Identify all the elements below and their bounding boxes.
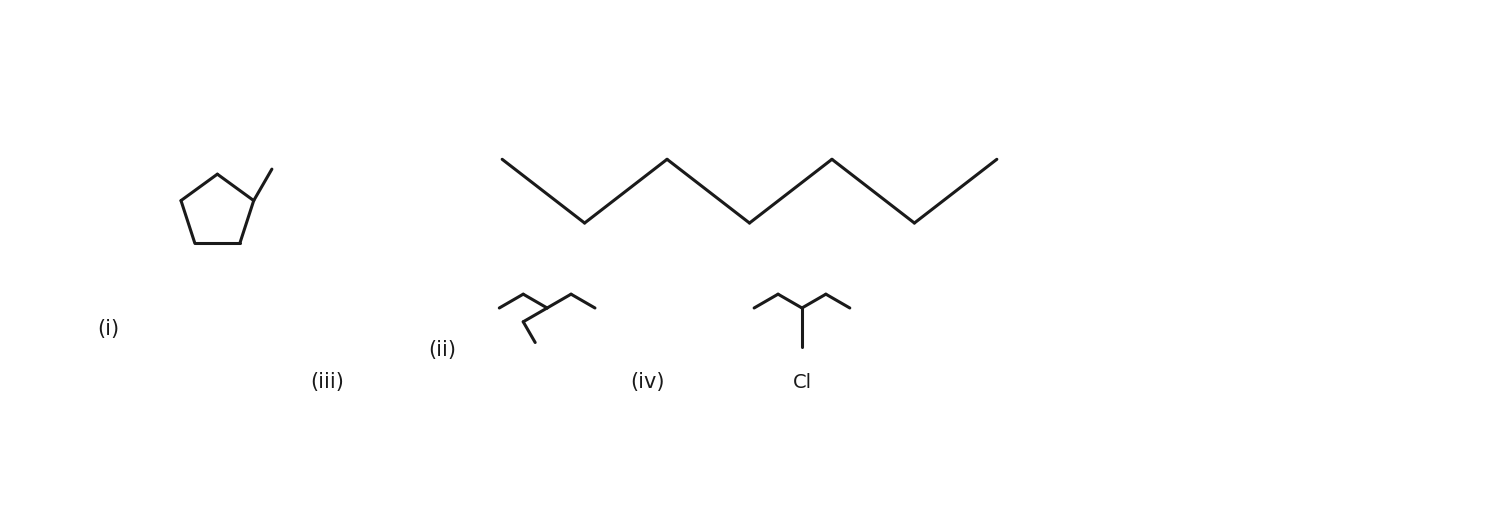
Text: (iii): (iii) <box>310 372 343 392</box>
Text: (i): (i) <box>97 319 118 339</box>
Text: (ii): (ii) <box>429 340 456 361</box>
Text: Cl: Cl <box>793 373 811 392</box>
Text: (iv): (iv) <box>630 372 666 392</box>
